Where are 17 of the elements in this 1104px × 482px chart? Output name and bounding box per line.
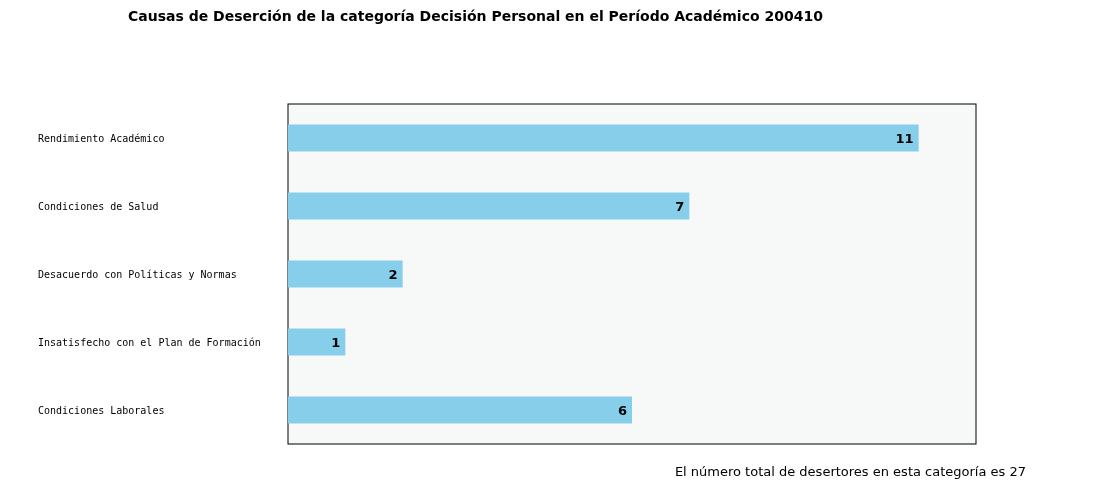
data-label: 2	[388, 266, 398, 282]
y-tick-label: Rendimiento Académico	[38, 133, 165, 144]
text: El número total de desertores en esta categoría es 27	[673, 464, 1027, 479]
data-label: 11	[895, 130, 914, 146]
y-tick-label: Desacuerdo con Políticas y Normas	[38, 269, 237, 280]
chart-title: Causas de Deserción de la categoría Decisión Personal en el Período Académico 200410	[128, 8, 824, 24]
bar	[288, 124, 919, 152]
bar	[288, 328, 346, 356]
bar	[288, 192, 690, 220]
y-tick-label: Insatisfecho con el Plan de Formación	[38, 337, 261, 348]
data-label: 1	[331, 334, 341, 350]
y-tick-label: Condiciones de Salud	[38, 201, 159, 212]
y-tick-label: Condiciones Laborales	[38, 405, 165, 416]
bar	[288, 260, 403, 288]
bar	[288, 396, 632, 424]
data-label: 7	[675, 198, 685, 214]
data-label: 6	[617, 402, 627, 418]
